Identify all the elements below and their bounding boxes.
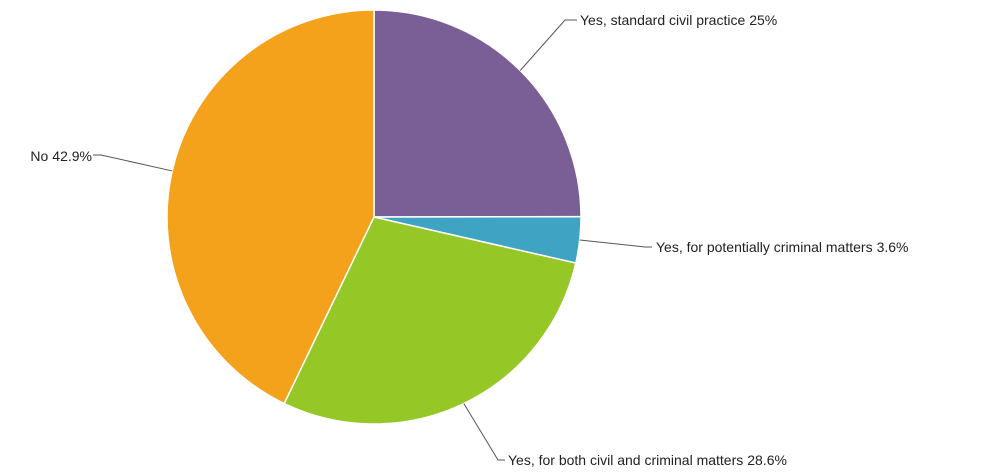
pie-slice-yes-for-both-civil-and-criminal-matters	[283, 216, 577, 425]
slice-value-text: 25%	[749, 12, 777, 28]
slice-category-text: No	[30, 148, 48, 164]
slice-value-text: 28.6%	[747, 452, 787, 468]
slice-category-text: Yes, standard civil practice	[580, 12, 745, 28]
pie-slice-yes-standard-civil-practice	[373, 9, 582, 218]
slice-labels-layer: Yes, standard civil practice 25% Yes, for …	[30, 12, 908, 468]
slice-category-text: Yes, for potentially criminal matters	[656, 239, 873, 255]
pie-slice-no	[166, 9, 375, 405]
slice-label-no: No 42.9%	[30, 148, 92, 164]
leader-line-no	[93, 154, 173, 172]
slices-layer	[166, 9, 582, 425]
leader-line-yes-for-potentially-criminal-matters	[579, 239, 652, 248]
leader-lines-layer	[93, 19, 652, 461]
leader-line-yes-for-both-civil-and-criminal-matters	[463, 403, 505, 461]
slice-label-yes-standard-civil-practice: Yes, standard civil practice 25%	[580, 12, 777, 28]
slice-value-text: 42.9%	[52, 148, 92, 164]
slice-label-yes-for-both-civil-and-criminal-matters: Yes, for both civil and criminal matters…	[508, 452, 787, 468]
slice-label-yes-for-potentially-criminal-matters: Yes, for potentially criminal matters 3.6…	[656, 239, 909, 255]
leader-line-yes-standard-civil-practice	[519, 19, 577, 71]
slice-value-text: 3.6%	[877, 239, 909, 255]
slice-category-text: Yes, for both civil and criminal matters	[508, 452, 743, 468]
